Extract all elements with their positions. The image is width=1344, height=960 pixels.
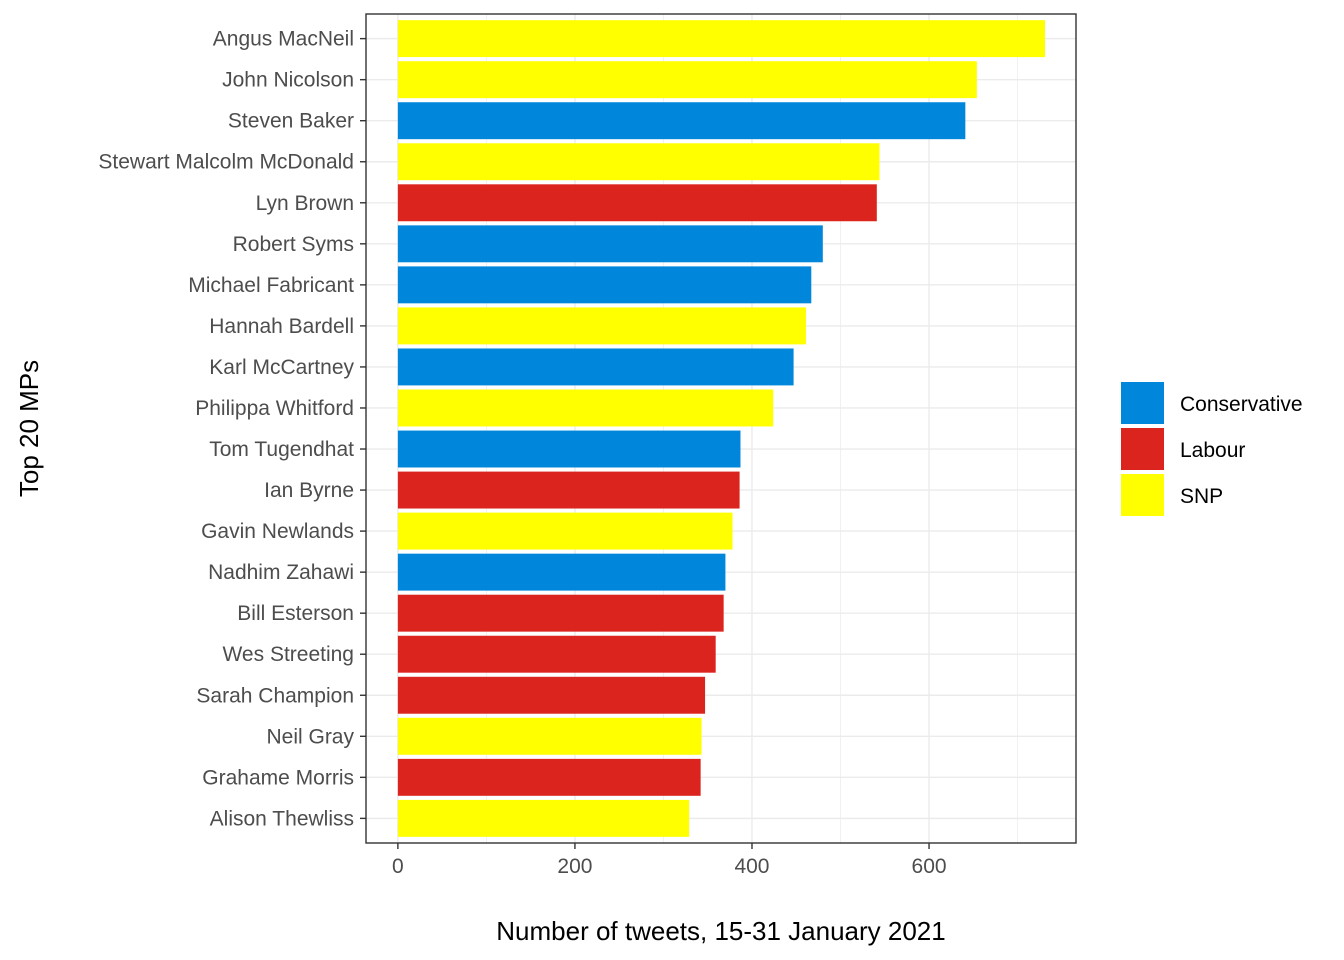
y-tick-label: Lyn Brown	[256, 192, 354, 215]
bar	[397, 430, 741, 468]
y-tick-label: Hannah Bardell	[209, 315, 354, 338]
x-axis-title: Number of tweets, 15-31 January 2021	[496, 916, 945, 946]
bar	[397, 348, 794, 386]
bar	[397, 389, 774, 427]
y-tick-label: Stewart Malcolm McDonald	[98, 151, 354, 174]
y-tick-label: Michael Fabricant	[188, 274, 354, 297]
bar	[397, 61, 977, 99]
y-axis-title: Top 20 MPs	[14, 360, 44, 497]
bar	[397, 184, 877, 222]
y-tick-label: Philippa Whitford	[195, 397, 354, 420]
y-tick-label: Neil Gray	[266, 725, 354, 748]
panel-border	[365, 13, 1077, 844]
legend-swatch	[1121, 382, 1164, 424]
bar	[397, 799, 690, 837]
legend-label: Labour	[1180, 439, 1245, 462]
bar	[397, 553, 726, 591]
legend-label: Conservative	[1180, 393, 1303, 416]
y-tick-label: Tom Tugendhat	[209, 438, 354, 461]
legend-label: SNP	[1180, 485, 1223, 508]
y-tick-label: Nadhim Zahawi	[208, 561, 354, 584]
y-tick-label: John Nicolson	[222, 69, 354, 92]
y-tick-label: Alison Thewliss	[210, 807, 354, 830]
bar	[397, 143, 880, 181]
y-tick-label: Steven Baker	[228, 110, 354, 133]
x-tick-label: 200	[557, 855, 592, 878]
legend-swatch	[1121, 474, 1164, 516]
bars	[397, 20, 1046, 837]
bar	[397, 512, 733, 550]
x-tick-label: 400	[734, 855, 769, 878]
bar	[397, 635, 716, 673]
bar	[397, 307, 806, 345]
bar	[397, 266, 812, 304]
y-tick-label: Ian Byrne	[264, 479, 354, 502]
y-tick-label: Robert Syms	[233, 233, 354, 256]
y-tick-label: Bill Esterson	[237, 602, 354, 625]
legend: Conservative Labour SNP	[1121, 382, 1303, 516]
y-tick-label: Sarah Champion	[196, 684, 354, 707]
bar	[397, 225, 823, 263]
bar	[397, 20, 1046, 58]
bar	[397, 102, 966, 140]
bar	[397, 594, 724, 632]
x-axis: 0 200 400 600	[392, 843, 947, 878]
y-tick-label: Karl McCartney	[209, 356, 354, 379]
bar	[397, 717, 702, 755]
bar	[397, 471, 740, 509]
y-tick-label: Angus MacNeil	[213, 28, 354, 51]
y-tick-label: Wes Streeting	[222, 643, 354, 666]
legend-swatch	[1121, 428, 1164, 470]
y-tick-label: Grahame Morris	[202, 766, 354, 789]
x-tick-label: 0	[392, 855, 404, 878]
bar	[397, 676, 706, 714]
bar	[397, 758, 701, 796]
x-tick-label: 600	[912, 855, 947, 878]
y-axis: Angus MacNeil John Nicolson Steven Baker St…	[98, 28, 366, 830]
y-tick-label: Gavin Newlands	[201, 520, 354, 543]
